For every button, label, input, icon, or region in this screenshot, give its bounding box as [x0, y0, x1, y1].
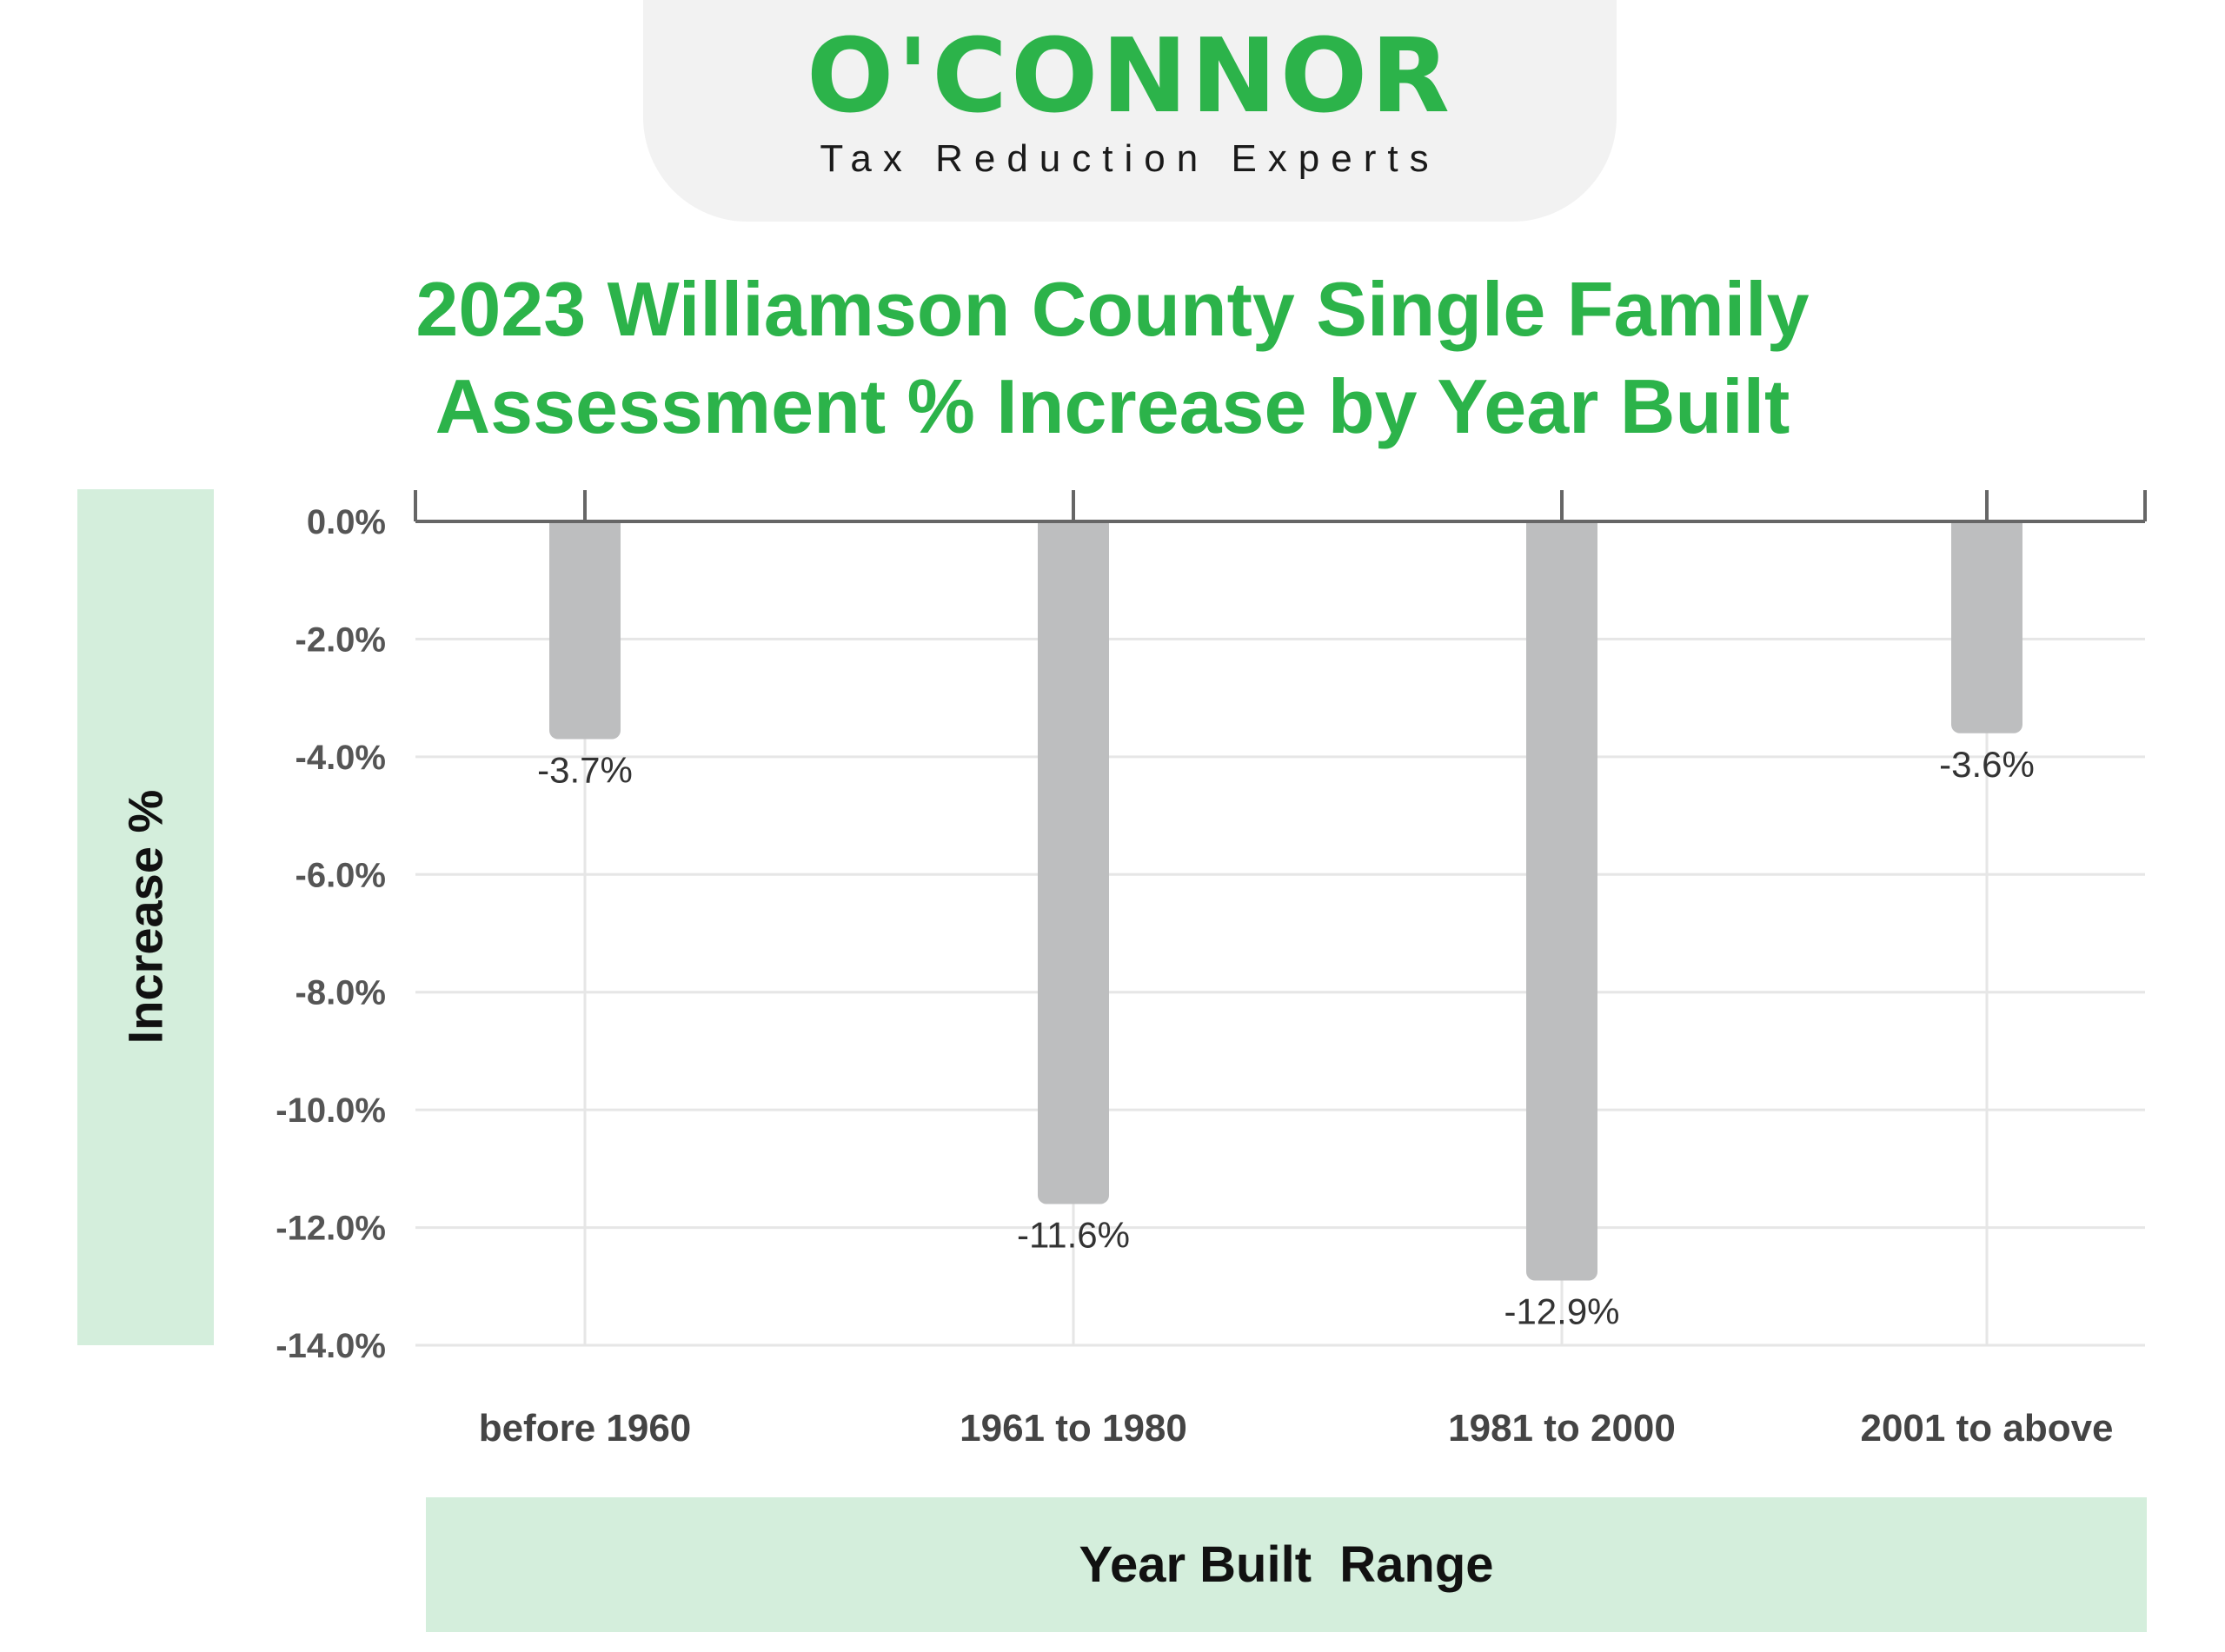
bar-top-cap: [549, 521, 621, 534]
bar: [549, 521, 621, 740]
bar-layer: [549, 521, 2022, 1281]
bar-top-cap: [1951, 521, 2022, 534]
y-tick-label: -2.0%: [296, 620, 387, 659]
logo-tagline: Tax Reduction Experts: [820, 137, 1440, 180]
data-label: -3.7%: [537, 750, 633, 791]
chart-title-line-2: Assessment % Increase by Year Built: [435, 363, 1790, 449]
x-tick-label: before 1960: [479, 1407, 692, 1450]
data-label: -11.6%: [1017, 1214, 1130, 1255]
y-tick-label: 0.0%: [307, 503, 386, 541]
y-tick-label: -8.0%: [296, 974, 387, 1012]
label-layer: 0.0% -2.0% -4.0% -6.0% -8.0% -10.0% -12.0% -14.…: [276, 503, 2113, 1450]
x-axis-label-panel: [426, 1497, 2147, 1632]
bar: [1951, 521, 2022, 733]
x-tick-label: 2001 to above: [1860, 1407, 2113, 1450]
bar-top-cap: [1526, 521, 1597, 534]
data-label: -3.6%: [1939, 744, 2035, 785]
bar: [1526, 521, 1597, 1281]
logo-wordmark: O'CONNOR: [806, 16, 1454, 136]
chart-title-line-1: 2023 Williamson County Single Family: [415, 266, 1810, 352]
y-axis-label-panel: [77, 489, 214, 1345]
bar-top-cap: [1038, 521, 1109, 534]
grid-layer: [415, 521, 2145, 1347]
x-tick-label: 1981 to 2000: [1448, 1407, 1676, 1450]
x-tick-label: 1961 to 1980: [960, 1407, 1187, 1450]
x-axis-label: Year Built Range: [1079, 1536, 1494, 1593]
y-tick-label: -14.0%: [276, 1327, 386, 1365]
axis-layer: [414, 490, 2147, 523]
y-tick-label: -12.0%: [276, 1210, 386, 1248]
y-tick-label: -4.0%: [296, 739, 387, 777]
logo-banner: O'CONNOR Tax Reduction Experts: [643, 0, 1617, 222]
y-tick-label: -10.0%: [276, 1091, 386, 1130]
y-tick-label: -6.0%: [296, 856, 387, 894]
data-label: -12.9%: [1504, 1291, 1619, 1332]
bar: [1038, 521, 1109, 1204]
